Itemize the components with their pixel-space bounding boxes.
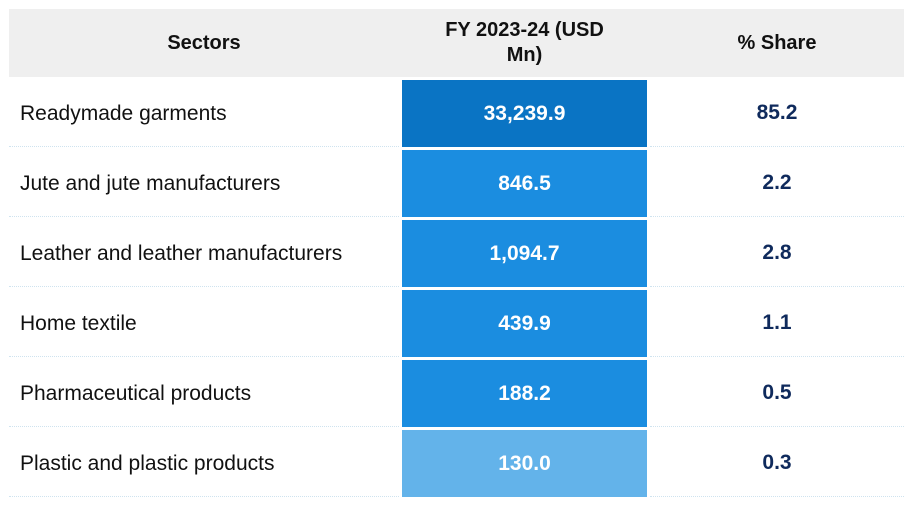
table-header-row: Sectors FY 2023-24 (USD Mn) % Share [9,9,904,77]
header-share: % Share [650,9,904,77]
header-fy-value: FY 2023-24 (USD Mn) [402,9,647,77]
share-cell: 2.2 [650,150,904,217]
header-sectors: Sectors [9,9,399,77]
table-body: Readymade garments 33,239.9 85.2 Jute and j… [9,80,904,497]
sector-cell: Plastic and plastic products [9,430,399,497]
value-cell: 846.5 [402,150,647,217]
sector-cell: Readymade garments [9,80,399,147]
sector-export-table: Sectors FY 2023-24 (USD Mn) % Share Read… [9,9,904,500]
table-row: Readymade garments 33,239.9 85.2 [9,80,904,147]
sector-cell: Leather and leather manufacturers [9,220,399,287]
share-cell: 1.1 [650,290,904,357]
value-cell: 439.9 [402,290,647,357]
sector-cell: Pharmaceutical products [9,360,399,427]
value-cell: 1,094.7 [402,220,647,287]
table-row: Pharmaceutical products 188.2 0.5 [9,360,904,427]
value-cell: 130.0 [402,430,647,497]
share-cell: 85.2 [650,80,904,147]
sector-cell: Jute and jute manufacturers [9,150,399,217]
sector-cell: Home textile [9,290,399,357]
value-cell: 33,239.9 [402,80,647,147]
table-row: Plastic and plastic products 130.0 0.3 [9,430,904,497]
header-gap [9,77,904,80]
share-cell: 0.5 [650,360,904,427]
table-row: Home textile 439.9 1.1 [9,290,904,357]
table-row: Jute and jute manufacturers 846.5 2.2 [9,150,904,217]
table-row: Leather and leather manufacturers 1,094.7… [9,220,904,287]
share-cell: 2.8 [650,220,904,287]
share-cell: 0.3 [650,430,904,497]
value-cell: 188.2 [402,360,647,427]
